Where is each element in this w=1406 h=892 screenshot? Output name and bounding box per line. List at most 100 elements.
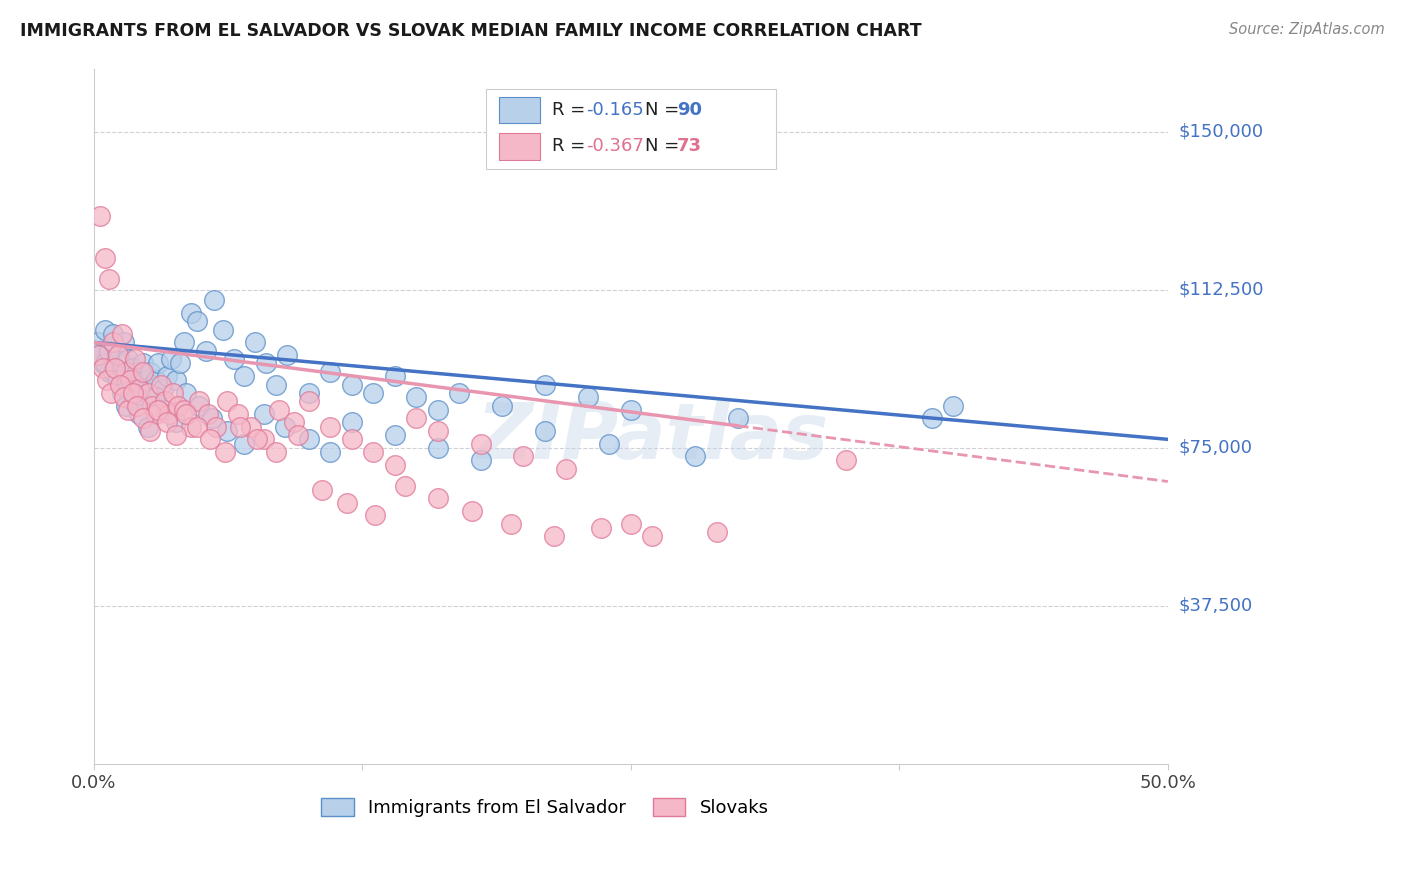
- Point: [136, 386, 159, 401]
- Point: [107, 373, 129, 387]
- Point: [96, 343, 118, 358]
- Point: [589, 521, 612, 535]
- Point: [128, 382, 150, 396]
- Point: [186, 419, 208, 434]
- Point: [576, 390, 599, 404]
- Point: [165, 428, 187, 442]
- Point: [319, 445, 342, 459]
- Point: [222, 352, 245, 367]
- Point: [198, 433, 221, 447]
- Point: [111, 357, 134, 371]
- Point: [211, 323, 233, 337]
- Point: [89, 348, 111, 362]
- Point: [180, 306, 202, 320]
- Point: [226, 407, 249, 421]
- Point: [274, 419, 297, 434]
- Point: [239, 419, 262, 434]
- Point: [160, 352, 183, 367]
- Point: [93, 251, 115, 265]
- Point: [942, 399, 965, 413]
- Point: [97, 343, 120, 358]
- Point: [706, 524, 728, 539]
- Point: [121, 386, 143, 401]
- Point: [727, 411, 749, 425]
- Point: [384, 428, 406, 442]
- Point: [173, 335, 195, 350]
- Point: [96, 373, 118, 387]
- Point: [173, 402, 195, 417]
- Point: [153, 394, 176, 409]
- Point: [103, 365, 125, 379]
- Point: [254, 357, 277, 371]
- Point: [298, 394, 321, 409]
- Point: [100, 340, 122, 354]
- Legend: Immigrants from El Salvador, Slovaks: Immigrants from El Salvador, Slovaks: [314, 790, 776, 824]
- Point: [120, 373, 142, 387]
- Point: [91, 360, 114, 375]
- Point: [87, 335, 110, 350]
- Point: [145, 373, 167, 387]
- Point: [186, 314, 208, 328]
- Point: [449, 386, 471, 401]
- Point: [229, 419, 252, 434]
- Point: [112, 335, 135, 350]
- Point: [188, 399, 211, 413]
- Point: [201, 411, 224, 425]
- Point: [202, 293, 225, 308]
- Text: N =: N =: [645, 101, 685, 120]
- Bar: [499, 133, 540, 160]
- Point: [340, 377, 363, 392]
- Point: [512, 449, 534, 463]
- Point: [298, 433, 321, 447]
- Point: [405, 390, 427, 404]
- Point: [319, 365, 342, 379]
- Point: [156, 416, 179, 430]
- Point: [121, 394, 143, 409]
- Point: [534, 377, 557, 392]
- Point: [470, 453, 492, 467]
- Point: [136, 386, 159, 401]
- Point: [283, 416, 305, 430]
- Point: [180, 419, 202, 434]
- Text: ZIPatlas: ZIPatlas: [477, 399, 828, 475]
- Point: [217, 424, 239, 438]
- Point: [157, 407, 180, 421]
- Point: [149, 377, 172, 392]
- Point: [287, 428, 309, 442]
- Point: [103, 326, 125, 341]
- Point: [124, 352, 146, 367]
- Point: [120, 373, 142, 387]
- Point: [165, 373, 187, 387]
- Point: [266, 377, 288, 392]
- Point: [641, 529, 664, 543]
- Text: N =: N =: [645, 137, 685, 155]
- Point: [156, 369, 179, 384]
- Point: [93, 357, 115, 371]
- Point: [598, 436, 620, 450]
- Point: [132, 357, 155, 371]
- Point: [143, 390, 166, 404]
- Point: [89, 348, 111, 362]
- Point: [141, 399, 163, 413]
- Bar: [499, 97, 540, 123]
- Point: [124, 386, 146, 401]
- Point: [246, 433, 269, 447]
- Text: -0.165: -0.165: [586, 101, 644, 120]
- Point: [188, 394, 211, 409]
- Point: [111, 386, 134, 401]
- Point: [152, 382, 174, 396]
- Point: [426, 441, 449, 455]
- Point: [145, 407, 167, 421]
- Point: [134, 373, 156, 387]
- Point: [169, 357, 191, 371]
- Point: [364, 508, 387, 523]
- Point: [128, 382, 150, 396]
- Point: [266, 445, 288, 459]
- Point: [685, 449, 707, 463]
- Point: [361, 386, 384, 401]
- Point: [340, 433, 363, 447]
- Text: R =: R =: [553, 137, 592, 155]
- Point: [620, 402, 643, 417]
- Point: [205, 419, 228, 434]
- Point: [555, 462, 578, 476]
